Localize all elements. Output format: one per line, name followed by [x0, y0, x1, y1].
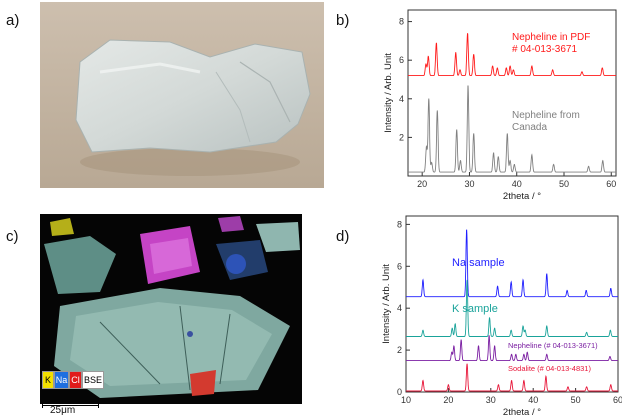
plot-frame	[405, 215, 619, 393]
x-tick-label: 40	[528, 395, 538, 405]
legend-swatch-cl: Cl	[69, 371, 82, 389]
series-label-3: Sodalite (# 04-013-4831)	[508, 364, 591, 373]
series-label-0: Na sample	[452, 257, 505, 269]
legend-swatch-k: K	[42, 371, 54, 389]
mineral-sample-photo	[40, 2, 324, 188]
scale-bar	[42, 405, 98, 406]
y-axis-label: Intensity / Arb. Unit	[383, 53, 394, 133]
x-tick-label: 30	[486, 395, 496, 405]
series-label-1: Nepheline from	[512, 110, 580, 121]
panel-label-a: a)	[6, 12, 20, 29]
xrd-chart-nepheline: 20 30 40 50 60 2 4 6 8 2theta / ° Intensity / Arb.…	[383, 9, 617, 202]
x-axis-label: 2theta / °	[503, 191, 541, 202]
series-line-1	[406, 279, 618, 338]
y-axis-label: Intensity / Arb. Unit	[381, 264, 392, 344]
x-tick-label: 20	[443, 395, 453, 405]
series-label-2: Nepheline (# 04-013-3671)	[508, 341, 598, 350]
scale-bar-label: 25μm	[50, 405, 76, 416]
xrd-chart-samples: 10 20 30 40 50 60 0 2 4 6 8 2theta / ° Intensity / A…	[381, 215, 622, 416]
x-tick-label: 30	[464, 179, 474, 189]
x-tick-label: 60	[606, 179, 616, 189]
elemental-map-image	[40, 214, 302, 404]
series-line-3	[406, 363, 618, 392]
y-tick-label: 4	[399, 94, 404, 104]
y-tick-label: 6	[397, 261, 402, 271]
series-line-0	[406, 229, 618, 298]
series-label-0: # 04-013-3671	[512, 44, 577, 55]
legend-swatch-na: Na	[54, 371, 69, 389]
x-tick-label: 50	[571, 395, 581, 405]
x-tick-label: 20	[417, 179, 427, 189]
y-tick-label: 2	[397, 345, 402, 355]
legend-swatch-bse: BSE	[82, 371, 104, 389]
series-line-0	[408, 33, 616, 77]
series-label-1: Canada	[512, 122, 547, 133]
series-line-2	[406, 335, 618, 362]
x-tick-label: 60	[613, 395, 622, 405]
y-tick-label: 8	[399, 17, 404, 27]
y-tick-label: 6	[399, 55, 404, 65]
y-tick-label: 0	[397, 387, 402, 397]
y-tick-label: 2	[399, 132, 404, 142]
panel-label-b: b)	[336, 12, 350, 29]
scale-bar-right-end	[98, 402, 99, 408]
scale-bar-left-end	[42, 402, 43, 408]
y-tick-label: 8	[397, 219, 402, 229]
x-tick-label: 10	[401, 395, 411, 405]
series-label-0: Nepheline in PDF	[512, 32, 590, 43]
x-tick-label: 40	[512, 179, 522, 189]
panel-label-c: c)	[6, 228, 19, 245]
x-axis-label: 2theta / °	[503, 407, 541, 416]
y-tick-label: 4	[397, 303, 402, 313]
series-label-1: K sample	[452, 303, 498, 315]
x-tick-label: 50	[559, 179, 569, 189]
panel-label-d: d)	[336, 228, 350, 245]
plot-frame	[407, 9, 617, 177]
series-line-1	[408, 85, 616, 173]
